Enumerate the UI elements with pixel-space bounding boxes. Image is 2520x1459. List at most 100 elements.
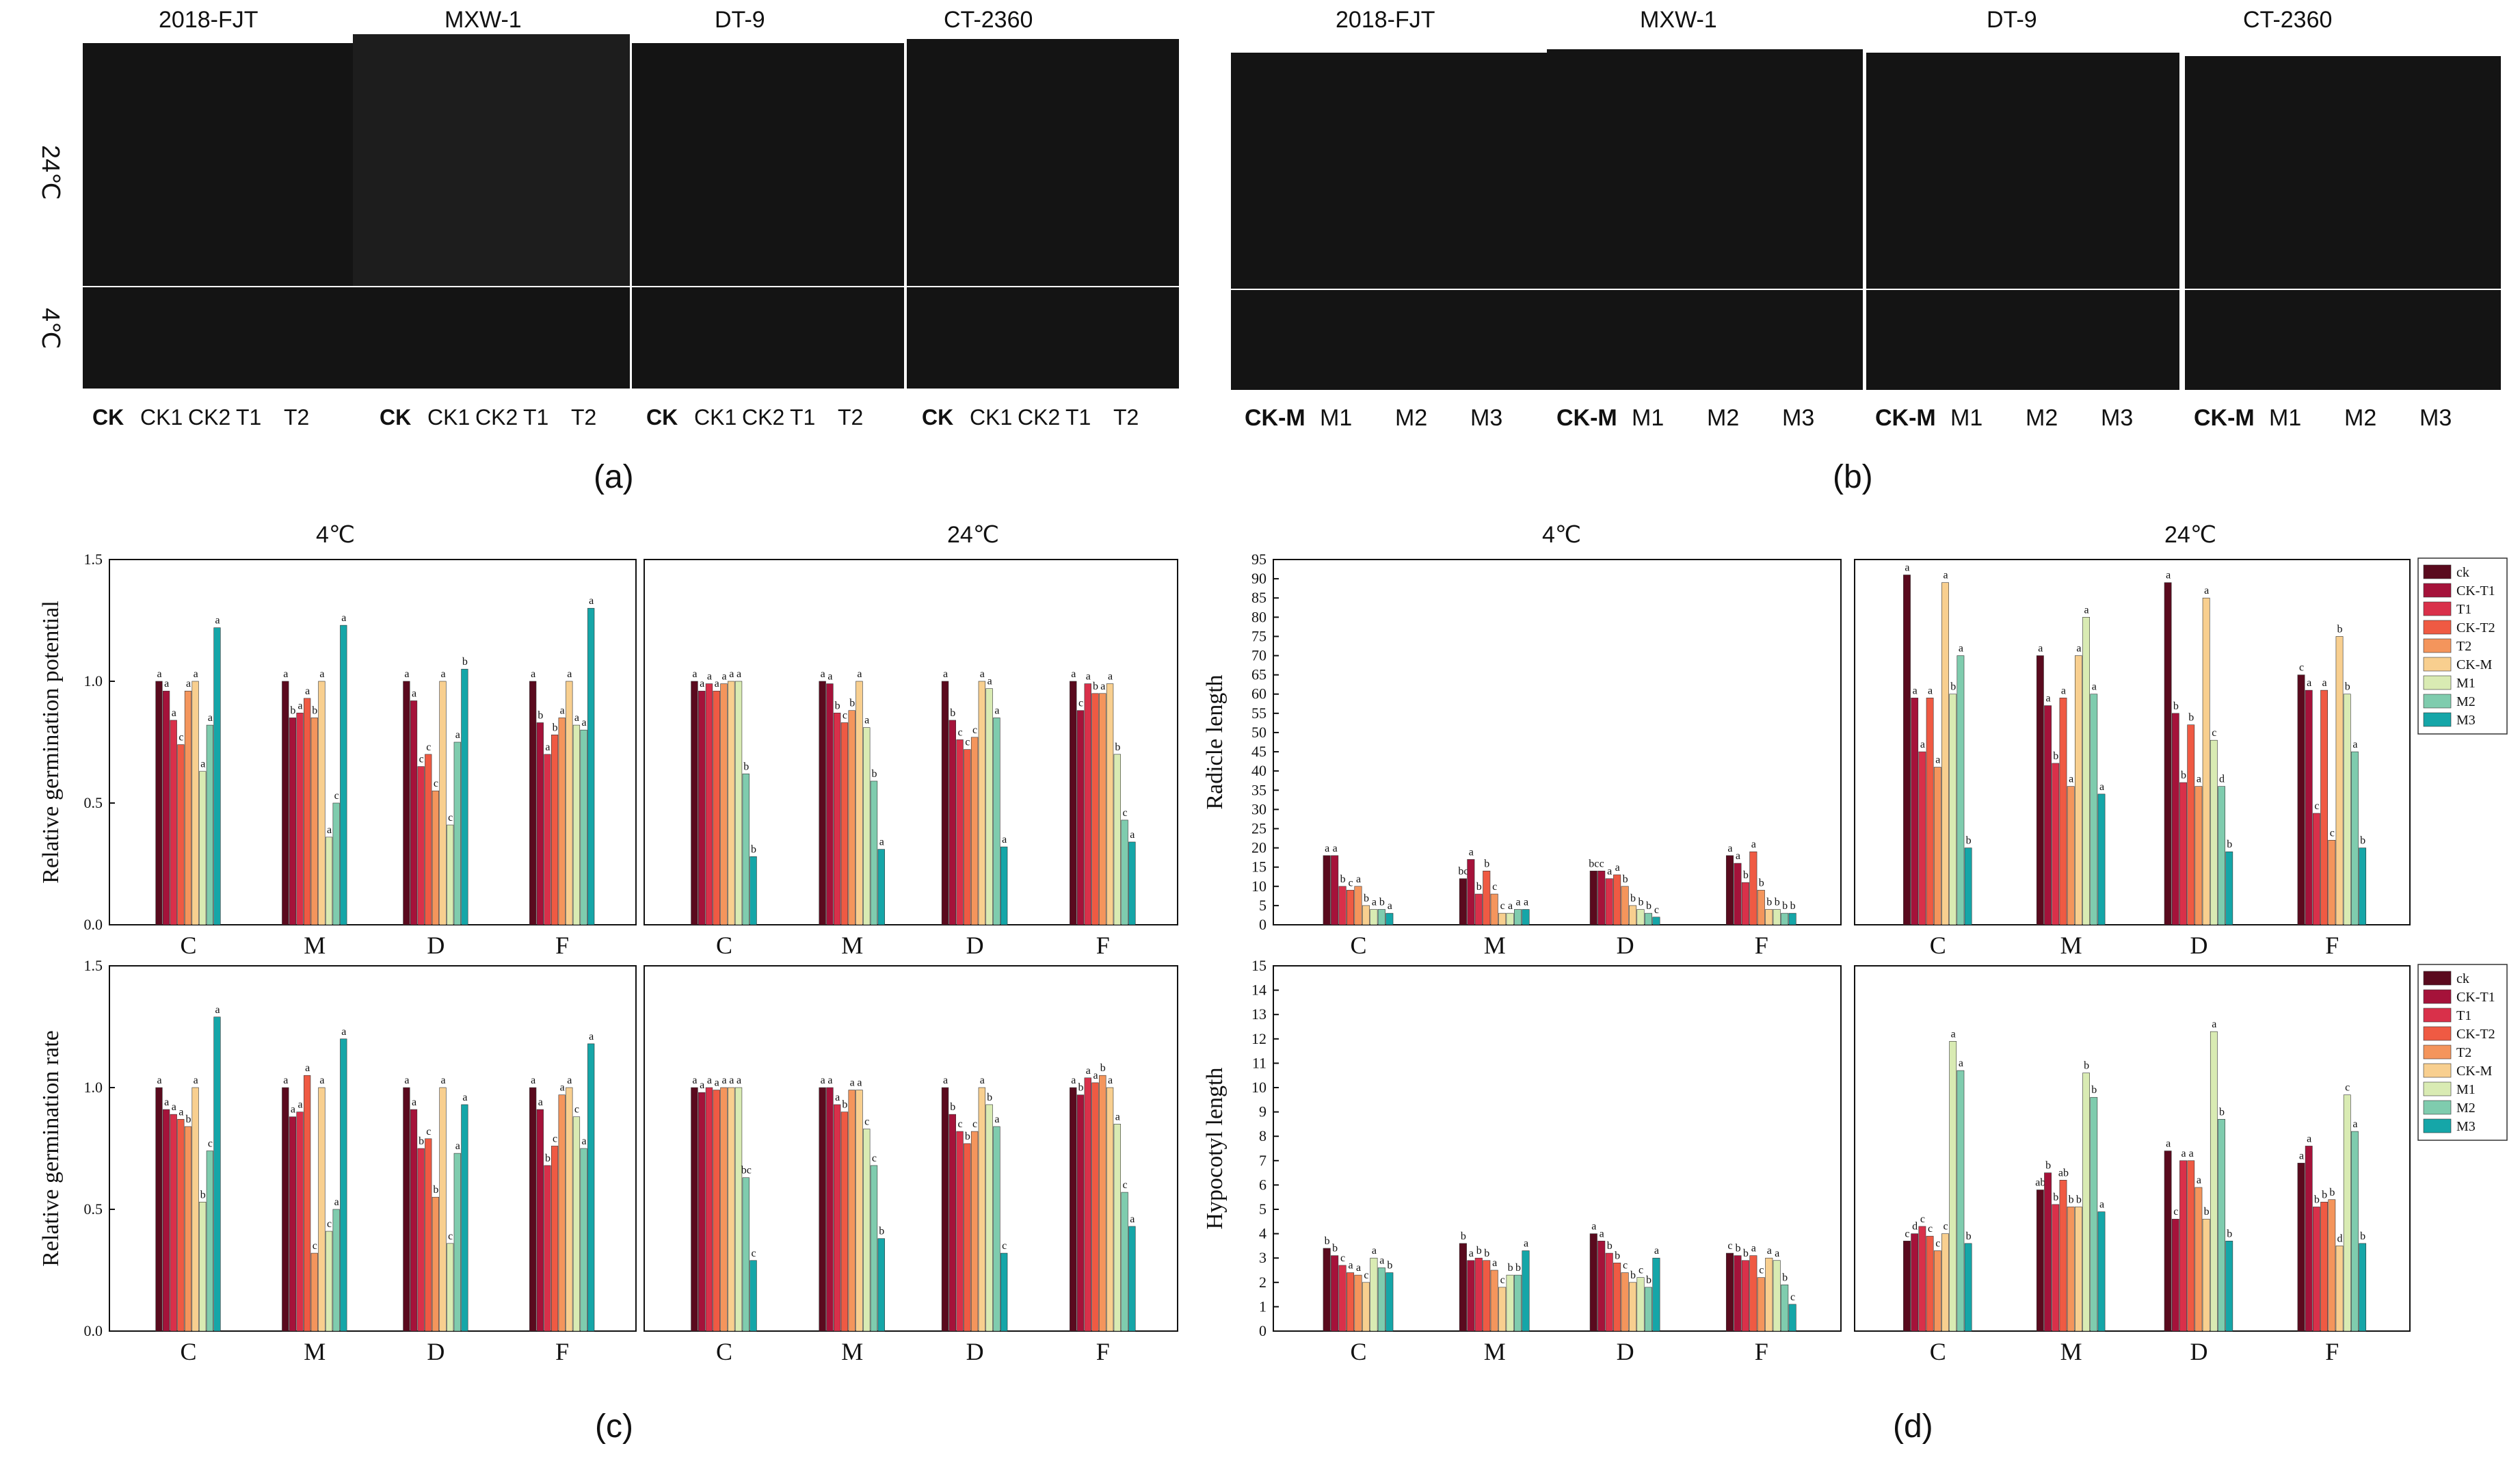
- bar: [1589, 871, 1597, 925]
- photo-a-2018-fjt-4: [83, 287, 353, 389]
- bar: [985, 1104, 993, 1332]
- category-label: C: [1930, 932, 1946, 959]
- significance-letter: c: [327, 1218, 332, 1230]
- significance-letter: a: [857, 668, 862, 680]
- significance-letter: a: [1348, 1260, 1353, 1272]
- significance-letter: b: [842, 1099, 847, 1111]
- y-tick-label: 90: [1251, 570, 1266, 587]
- significance-letter: a: [2076, 643, 2081, 655]
- y-tick-label: 0.5: [84, 1200, 103, 1218]
- treatment-label: T1: [1065, 405, 1091, 430]
- significance-letter: b: [1364, 893, 1369, 904]
- significance-letter: c: [426, 1126, 431, 1138]
- y-tick-label: 15: [1251, 957, 1266, 974]
- significance-letter: c: [1943, 1221, 1948, 1233]
- treatment-label: CK: [380, 405, 412, 430]
- significance-letter: a: [455, 729, 460, 741]
- significance-letter: a: [1654, 1245, 1659, 1257]
- significance-letter: c: [553, 1133, 557, 1144]
- significance-letter: a: [560, 705, 565, 716]
- significance-letter: a: [186, 678, 191, 689]
- significance-letter: a: [1607, 866, 1612, 878]
- legend-swatch: [2423, 583, 2452, 598]
- significance-letter: b: [2173, 700, 2179, 712]
- significance-letter: a: [2299, 1150, 2304, 1161]
- bar: [1725, 855, 1734, 925]
- bar: [1788, 1304, 1796, 1332]
- bar: [1338, 886, 1347, 925]
- bar: [425, 754, 432, 925]
- bar: [1765, 909, 1773, 925]
- significance-letter: a: [574, 712, 579, 724]
- photo-a-dt9-24: [632, 43, 904, 286]
- significance-letter: b: [553, 722, 558, 733]
- significance-letter: d: [1912, 1221, 1918, 1233]
- bar: [304, 698, 311, 925]
- significance-letter: b: [987, 1092, 992, 1103]
- significance-letter: b: [1630, 1270, 1636, 1281]
- bar: [1522, 1250, 1530, 1332]
- y-tick-label: 85: [1251, 589, 1266, 606]
- significance-letter: a: [1727, 843, 1732, 854]
- photo-b-ct2360-4: [2185, 290, 2501, 390]
- significance-letter: b: [433, 1184, 438, 1196]
- panel-letter-c: (c): [595, 1408, 633, 1445]
- bar: [949, 720, 956, 925]
- significance-letter: a: [1751, 1243, 1756, 1254]
- bar: [1605, 878, 1613, 925]
- significance-letter: a: [1943, 570, 1948, 581]
- significance-letter: c: [1123, 1179, 1128, 1191]
- bar: [691, 681, 698, 925]
- treatment-label: M2: [2026, 405, 2058, 431]
- bar: [1483, 1260, 1491, 1332]
- bar: [332, 802, 340, 925]
- y-tick-label: 40: [1251, 762, 1266, 779]
- significance-letter: a: [1751, 839, 1756, 850]
- legend-label: CK-T2: [2456, 1027, 2495, 1042]
- significance-letter: a: [297, 700, 302, 711]
- y-tick-label: 1.5: [84, 957, 103, 974]
- bar: [163, 690, 170, 925]
- significance-letter: a: [531, 1075, 535, 1086]
- bar: [2218, 1118, 2225, 1332]
- significance-letter: c: [1348, 877, 1353, 889]
- treatment-label: CK-M: [1245, 405, 1305, 431]
- bar: [310, 1252, 318, 1332]
- bar: [728, 681, 735, 925]
- bar: [544, 754, 551, 925]
- category-label: F: [2325, 1338, 2339, 1365]
- legend-swatch: [2423, 601, 2452, 616]
- significance-letter: b: [1484, 1248, 1489, 1259]
- photo-a-ct2360-24: [907, 39, 1179, 286]
- bar: [993, 718, 1000, 925]
- y-tick-label: 45: [1251, 743, 1266, 760]
- bar: [2225, 851, 2233, 925]
- significance-letter: a: [341, 612, 346, 624]
- bar: [2218, 786, 2225, 925]
- bar: [461, 668, 468, 925]
- bar: [551, 735, 559, 925]
- category-label: D: [966, 932, 984, 959]
- photo-a-ct2360-4: [907, 287, 1179, 389]
- bar: [1941, 582, 1949, 925]
- significance-letter: a: [1516, 897, 1521, 908]
- significance-letter: a: [194, 1075, 198, 1086]
- significance-letter: c: [958, 1118, 963, 1130]
- bar: [1949, 1041, 1957, 1332]
- bar: [439, 1087, 447, 1332]
- significance-letter: a: [1379, 1254, 1384, 1266]
- bar: [2305, 1146, 2313, 1332]
- y-axis-label: Hypocotyl length: [1202, 1067, 1228, 1229]
- significance-letter: a: [1333, 843, 1338, 854]
- significance-letter: c: [1123, 807, 1128, 819]
- y-tick-label: 50: [1251, 724, 1266, 741]
- category-label: D: [2190, 1338, 2207, 1365]
- legend-label: CK-T1: [2456, 990, 2495, 1005]
- significance-letter: b: [879, 1226, 884, 1237]
- bar: [432, 790, 440, 925]
- treatment-label: CK: [646, 405, 678, 430]
- bar: [1741, 882, 1749, 925]
- significance-letter: b: [2053, 1192, 2058, 1203]
- significance-letter: c: [1500, 1274, 1505, 1286]
- significance-letter: a: [2197, 1174, 2201, 1186]
